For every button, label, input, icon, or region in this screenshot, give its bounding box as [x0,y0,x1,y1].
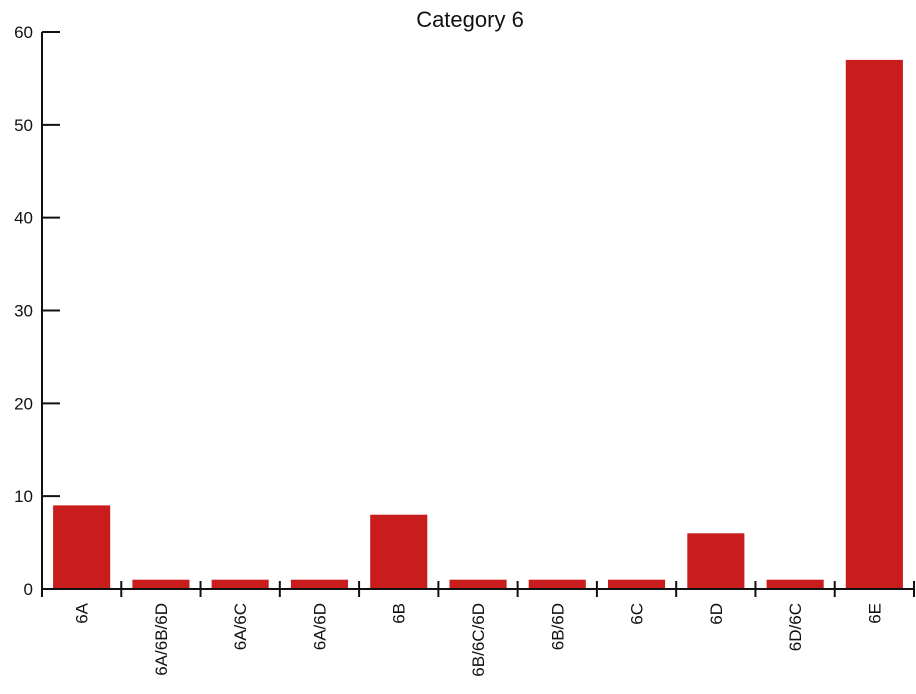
bar-6a-6d [290,579,348,589]
x-label-6a-6d: 6A/6D [310,603,329,650]
y-tick-label-50: 50 [14,116,33,135]
y-tick-label-30: 30 [14,302,33,321]
bar-6e [845,59,903,589]
y-tick-label-0: 0 [24,580,33,599]
x-label-6b: 6B [390,603,409,624]
x-label-6c: 6C [628,603,647,625]
x-label-6a-6c: 6A/6C [231,603,250,650]
bar-6c [608,579,666,589]
bar-6d [687,533,745,589]
axes-group [41,32,915,597]
x-label-6a: 6A [73,602,92,623]
y-tick-label-40: 40 [14,209,33,228]
bar-6b-6c-6d [449,579,507,589]
bar-6a-6b-6d [132,579,190,589]
bar-6b [370,514,428,589]
x-label-6e: 6E [865,603,884,624]
x-label-6a-6b-6d: 6A/6B/6D [152,603,171,676]
bar-6b-6d [528,579,586,589]
y-ticks-group: 0 10 20 30 40 50 60 [14,23,60,599]
bar-6a-6c [211,579,269,589]
bar-6a [53,505,111,589]
x-label-6b-6d: 6B/6D [548,603,567,650]
y-tick-label-10: 10 [14,487,33,506]
x-labels-group: 6A 6A/6B/6D 6A/6C 6A/6D 6B 6B/6C/6D 6B/6D 6C 6D 6… [73,602,885,676]
y-tick-label-60: 60 [14,23,33,42]
bars-group [53,59,903,589]
x-label-6b-6c-6d: 6B/6C/6D [469,603,488,677]
x-label-6d-6c: 6D/6C [786,603,805,651]
chart-title: Category 6 [416,7,524,32]
x-label-6d: 6D [707,603,726,625]
y-tick-label-20: 20 [14,394,33,413]
bar-6d-6c [766,579,824,589]
